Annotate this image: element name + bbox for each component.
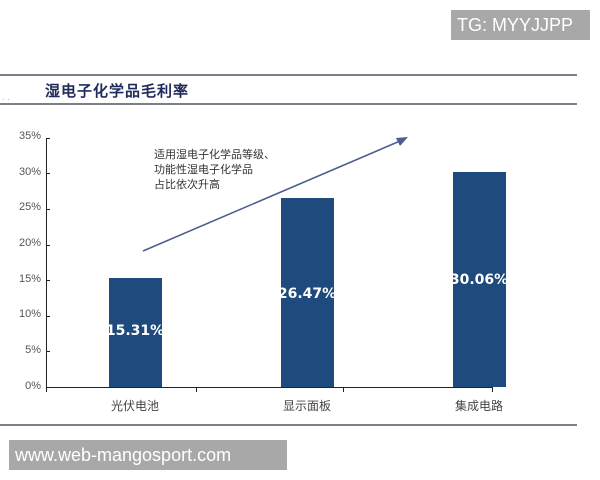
y-axis-mark xyxy=(46,351,50,352)
title-top-rule xyxy=(0,74,577,76)
y-axis-mark xyxy=(46,209,50,210)
title-dots: . . xyxy=(2,93,10,102)
y-axis xyxy=(46,138,47,388)
annotation-line: 功能性湿电子化学品 xyxy=(154,163,253,176)
bar-value-label: 30.06% xyxy=(449,272,509,288)
bar-value-label: 26.47% xyxy=(277,286,337,302)
x-label: 显示面板 xyxy=(282,399,331,413)
x-axis-mark xyxy=(46,387,47,392)
y-tick: 0% xyxy=(25,380,41,392)
y-tick: 35% xyxy=(18,130,41,142)
y-tick: 30% xyxy=(18,166,41,178)
bar-integrated-circuit xyxy=(453,172,506,387)
y-axis-mark xyxy=(46,138,50,139)
bar-display-panel xyxy=(281,198,334,387)
y-axis-mark xyxy=(46,316,50,317)
chart-title: 湿电子化学品毛利率 xyxy=(45,82,190,100)
y-tick: 10% xyxy=(18,308,41,320)
x-axis xyxy=(46,387,493,388)
y-tick: 15% xyxy=(18,273,41,285)
trend-annotation: 适用湿电子化学品等级、 功能性湿电子化学品 占比依次升高 xyxy=(154,147,275,192)
x-axis-mark xyxy=(343,387,344,392)
bar-solar-cell xyxy=(109,278,162,387)
y-axis-mark xyxy=(46,173,50,174)
annotation-line: 适用湿电子化学品等级、 xyxy=(154,148,275,161)
x-axis-mark xyxy=(196,387,197,392)
y-axis-mark xyxy=(46,280,50,281)
y-tick: 5% xyxy=(25,344,41,356)
x-axis-mark xyxy=(492,387,493,392)
annotation-line: 占比依次升高 xyxy=(154,178,220,191)
y-tick: 20% xyxy=(18,237,41,249)
title-bottom-rule xyxy=(0,103,577,105)
watermark-bottom: www.web-mangosport.com xyxy=(9,440,287,470)
x-label: 光伏电池 xyxy=(110,399,159,413)
bottom-rule xyxy=(0,424,577,426)
bar-value-label: 15.31% xyxy=(105,323,165,339)
x-label: 集成电路 xyxy=(454,399,503,413)
y-axis-mark xyxy=(46,245,50,246)
watermark-top: TG: MYYJJPP xyxy=(451,10,590,40)
y-tick: 25% xyxy=(18,201,41,213)
